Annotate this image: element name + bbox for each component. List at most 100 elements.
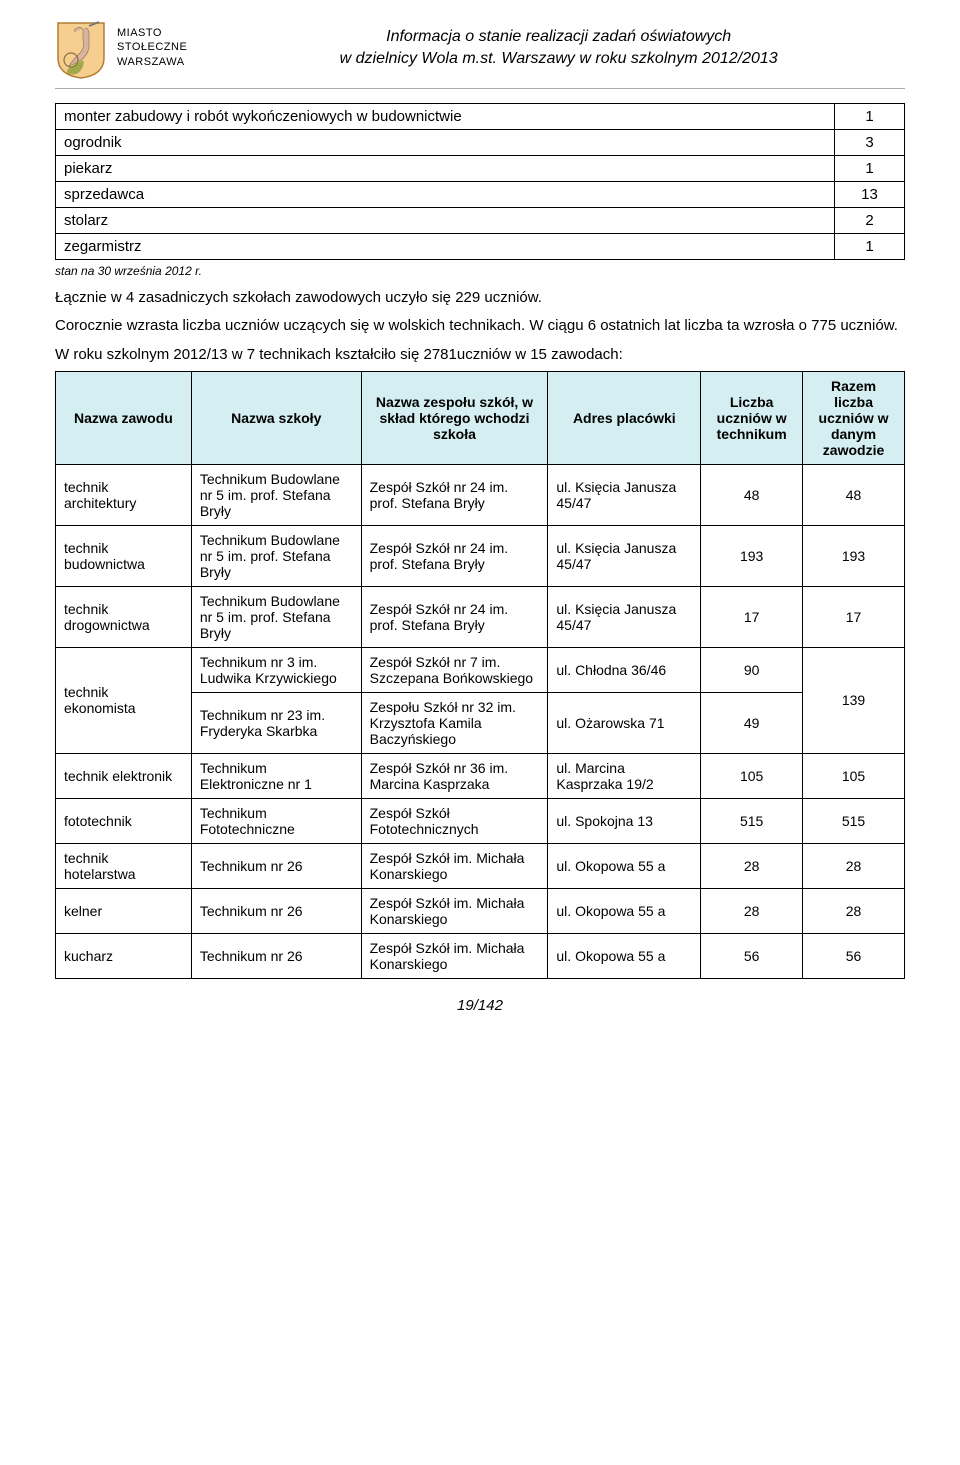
cell-szkola: Technikum Budowlane nr 5 im. prof. Stefa…: [191, 464, 361, 525]
doc-title-line1: Informacja o stanie realizacji zadań ośw…: [386, 28, 731, 45]
cell-liczba: 28: [701, 843, 803, 888]
table-row: kucharzTechnikum nr 26Zespół Szkół im. M…: [56, 933, 905, 978]
cell-zawod: fototechnik: [56, 798, 192, 843]
cell-szkola: Technikum nr 3 im. Ludwika Krzywickiego: [191, 647, 361, 692]
cell-razem: 48: [803, 464, 905, 525]
table-row: technik drogownictwaTechnikum Budowlane …: [56, 586, 905, 647]
cell-zespol: Zespół Szkół nr 7 im. Szczepana Bońkowsk…: [361, 647, 548, 692]
cell-razem: 56: [803, 933, 905, 978]
cell-adres: ul. Księcia Janusza 45/47: [548, 525, 701, 586]
page-header: MIASTO STOŁECZNE WARSZAWA Informacja o s…: [55, 20, 905, 89]
th-zespol: Nazwa zespołu szkół, w skład którego wch…: [361, 371, 548, 464]
cell-zawod: technik hotelarstwa: [56, 843, 192, 888]
city-line1: MIASTO: [117, 26, 187, 40]
small-row-value: 1: [835, 234, 905, 260]
small-table-row: zegarmistrz1: [56, 234, 905, 260]
cell-razem: 28: [803, 843, 905, 888]
table-row: technik elektronikTechnikum Elektroniczn…: [56, 753, 905, 798]
small-row-label: ogrodnik: [56, 130, 835, 156]
cell-zespol: Zespół Szkół nr 24 im. prof. Stefana Bry…: [361, 586, 548, 647]
cell-razem: 515: [803, 798, 905, 843]
cell-razem: 139: [803, 647, 905, 753]
page-number: 19/142: [55, 997, 905, 1014]
cell-adres: ul. Marcina Kasprzaka 19/2: [548, 753, 701, 798]
cell-szkola: Technikum Elektroniczne nr 1: [191, 753, 361, 798]
th-szkola: Nazwa szkoły: [191, 371, 361, 464]
th-zawod: Nazwa zawodu: [56, 371, 192, 464]
cell-razem: 17: [803, 586, 905, 647]
cell-adres: ul. Okopowa 55 a: [548, 933, 701, 978]
cell-liczba: 90: [701, 647, 803, 692]
small-row-label: stolarz: [56, 208, 835, 234]
cell-szkola: Technikum Budowlane nr 5 im. prof. Stefa…: [191, 586, 361, 647]
cell-zespol: Zespół Szkół im. Michała Konarskiego: [361, 933, 548, 978]
table-header-row: Nazwa zawodu Nazwa szkoły Nazwa zespołu …: [56, 371, 905, 464]
cell-zawod: kucharz: [56, 933, 192, 978]
cell-zespol: Zespół Szkół Fototechnicznych: [361, 798, 548, 843]
cell-zespol: Zespół Szkół im. Michała Konarskiego: [361, 888, 548, 933]
small-stats-table: monter zabudowy i robót wykończeniowych …: [55, 103, 905, 260]
small-row-label: zegarmistrz: [56, 234, 835, 260]
date-note: stan na 30 września 2012 r.: [55, 264, 905, 278]
table-row: technik hotelarstwaTechnikum nr 26Zespół…: [56, 843, 905, 888]
cell-szkola: Technikum Budowlane nr 5 im. prof. Stefa…: [191, 525, 361, 586]
cell-liczba: 193: [701, 525, 803, 586]
small-row-value: 3: [835, 130, 905, 156]
table-row: technik architekturyTechnikum Budowlane …: [56, 464, 905, 525]
cell-razem: 193: [803, 525, 905, 586]
cell-liczba: 49: [701, 692, 803, 753]
cell-zespol: Zespół Szkół im. Michała Konarskiego: [361, 843, 548, 888]
technikum-table: Nazwa zawodu Nazwa szkoły Nazwa zespołu …: [55, 371, 905, 979]
cell-adres: ul. Okopowa 55 a: [548, 888, 701, 933]
small-row-value: 1: [835, 156, 905, 182]
small-table-row: sprzedawca13: [56, 182, 905, 208]
cell-zawod: technik elektronik: [56, 753, 192, 798]
para2: Corocznie wzrasta liczba uczniów uczącyc…: [55, 316, 905, 336]
table-row: fototechnikTechnikum FototechniczneZespó…: [56, 798, 905, 843]
para1: Łącznie w 4 zasadniczych szkołach zawodo…: [55, 288, 905, 308]
th-adres: Adres placówki: [548, 371, 701, 464]
warsaw-crest-icon: [55, 20, 107, 80]
cell-zespol: Zespół Szkół nr 36 im. Marcina Kasprzaka: [361, 753, 548, 798]
cell-adres: ul. Ożarowska 71: [548, 692, 701, 753]
cell-zawod: technik budownictwa: [56, 525, 192, 586]
small-row-label: piekarz: [56, 156, 835, 182]
cell-liczba: 105: [701, 753, 803, 798]
cell-zawod: technik ekonomista: [56, 647, 192, 753]
cell-liczba: 48: [701, 464, 803, 525]
table-row: technik budownictwaTechnikum Budowlane n…: [56, 525, 905, 586]
small-row-value: 13: [835, 182, 905, 208]
doc-title-line2: w dzielnicy Wola m.st. Warszawy w roku s…: [340, 50, 778, 67]
small-table-row: ogrodnik3: [56, 130, 905, 156]
cell-szkola: Technikum nr 26: [191, 843, 361, 888]
small-table-row: piekarz1: [56, 156, 905, 182]
cell-adres: ul. Chłodna 36/46: [548, 647, 701, 692]
cell-zespol: Zespół Szkół nr 24 im. prof. Stefana Bry…: [361, 525, 548, 586]
small-row-value: 2: [835, 208, 905, 234]
cell-szkola: Technikum nr 23 im. Fryderyka Skarbka: [191, 692, 361, 753]
small-row-label: sprzedawca: [56, 182, 835, 208]
cell-adres: ul. Księcia Janusza 45/47: [548, 464, 701, 525]
small-table-row: stolarz2: [56, 208, 905, 234]
doc-title: Informacja o stanie realizacji zadań ośw…: [212, 20, 905, 69]
cell-razem: 28: [803, 888, 905, 933]
table-row: kelnerTechnikum nr 26Zespół Szkół im. Mi…: [56, 888, 905, 933]
page: MIASTO STOŁECZNE WARSZAWA Informacja o s…: [0, 0, 960, 1034]
small-table-row: monter zabudowy i robót wykończeniowych …: [56, 104, 905, 130]
cell-zawod: technik drogownictwa: [56, 586, 192, 647]
cell-adres: ul. Księcia Janusza 45/47: [548, 586, 701, 647]
th-razem: Razem liczba uczniów w danym zawodzie: [803, 371, 905, 464]
cell-razem: 105: [803, 753, 905, 798]
cell-liczba: 28: [701, 888, 803, 933]
cell-adres: ul. Spokojna 13: [548, 798, 701, 843]
th-liczba: Liczba uczniów w technikum: [701, 371, 803, 464]
cell-zespol: Zespół Szkół nr 24 im. prof. Stefana Bry…: [361, 464, 548, 525]
city-line3: WARSZAWA: [117, 55, 187, 69]
cell-szkola: Technikum nr 26: [191, 933, 361, 978]
para3: W roku szkolnym 2012/13 w 7 technikach k…: [55, 345, 905, 365]
small-row-label: monter zabudowy i robót wykończeniowych …: [56, 104, 835, 130]
cell-zawod: technik architektury: [56, 464, 192, 525]
city-label: MIASTO STOŁECZNE WARSZAWA: [117, 20, 187, 69]
small-row-value: 1: [835, 104, 905, 130]
cell-szkola: Technikum nr 26: [191, 888, 361, 933]
